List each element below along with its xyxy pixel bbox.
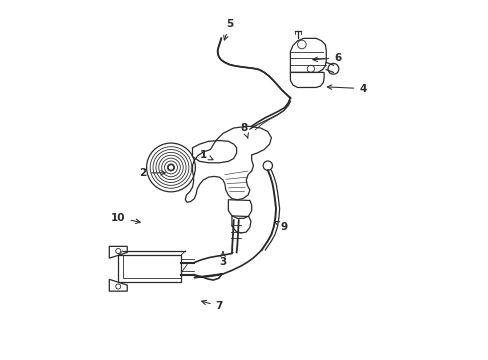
Text: 4: 4 xyxy=(326,84,366,94)
Text: 1: 1 xyxy=(199,150,213,160)
Text: 5: 5 xyxy=(224,19,233,40)
Text: 3: 3 xyxy=(219,252,226,267)
Text: 9: 9 xyxy=(274,221,287,231)
Circle shape xyxy=(168,165,174,170)
Text: 10: 10 xyxy=(111,213,140,224)
Text: 6: 6 xyxy=(312,53,341,63)
Text: 7: 7 xyxy=(201,300,223,311)
Text: 2: 2 xyxy=(139,168,165,178)
Bar xyxy=(118,255,181,282)
Text: 8: 8 xyxy=(241,123,248,139)
Bar xyxy=(122,255,181,278)
